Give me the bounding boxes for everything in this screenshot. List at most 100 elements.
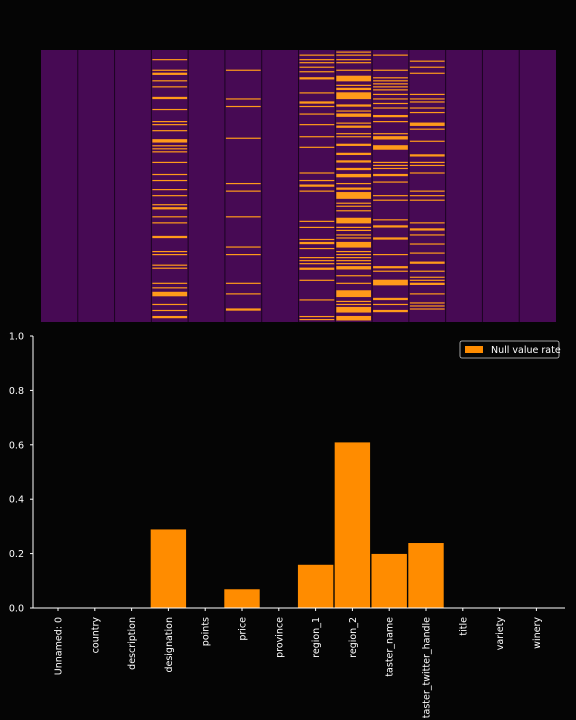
heatmap-missing-cell (336, 51, 372, 53)
bar-region-1 (297, 564, 334, 609)
heatmap-missing-cell (373, 303, 408, 306)
heatmap-missing-cell (336, 257, 372, 259)
heatmap-missing-cell (336, 110, 372, 112)
x-tick-label: country (90, 617, 101, 654)
heatmap-missing-cell (299, 299, 335, 301)
heatmap-missing-cell (373, 86, 408, 88)
heatmap-missing-cell (152, 315, 188, 319)
heatmap-missing-cell (409, 293, 445, 295)
heatmap-missing-cell (336, 263, 372, 265)
heatmap-missing-cell (336, 202, 372, 204)
heatmap-missing-cell (152, 204, 188, 206)
heatmap-missing-cell (152, 216, 188, 218)
heatmap-missing-cell (336, 315, 372, 321)
heatmap-missing-cell (373, 225, 408, 228)
heatmap-column (224, 50, 262, 322)
heatmap-missing-cell (373, 54, 408, 56)
y-tick-label: 0.6 (9, 440, 24, 451)
heatmap-missing-cell (152, 235, 188, 239)
heatmap-missing-cell (409, 107, 445, 109)
heatmap-missing-cell (225, 105, 261, 108)
heatmap-column (372, 50, 409, 322)
heatmap-missing-cell (336, 229, 372, 232)
heatmap-missing-cell (299, 260, 335, 262)
x-tick-label: designation (164, 617, 175, 673)
heatmap-missing-cell (299, 179, 335, 182)
heatmap-missing-cell (409, 93, 445, 96)
heatmap-missing-cell (409, 164, 445, 167)
heatmap-missing-cell (409, 276, 445, 278)
heatmap-missing-cell (336, 300, 372, 303)
bar-region-2 (334, 441, 371, 609)
heatmap-missing-cell (373, 133, 408, 135)
heatmap-missing-cell (373, 195, 408, 197)
heatmap-missing-cell (336, 306, 372, 313)
heatmap-missing-cell (409, 243, 445, 245)
heatmap-missing-cell (373, 237, 408, 240)
x-tick-label: province (274, 617, 285, 658)
heatmap-missing-cell (373, 167, 408, 170)
heatmap-missing-cell (373, 297, 408, 301)
heatmap-missing-cell (152, 195, 188, 197)
heatmap-missing-cell (336, 182, 372, 185)
heatmap-missing-cell (409, 98, 445, 100)
heatmap-missing-cell (336, 84, 372, 86)
y-tick-label: 0.0 (9, 604, 24, 615)
heatmap-missing-cell (409, 66, 445, 68)
heatmap-missing-cell (152, 161, 188, 164)
heatmap-missing-cell (152, 139, 188, 143)
y-tick-label: 0.4 (9, 495, 24, 506)
heatmap-missing-cell (152, 151, 188, 153)
heatmap-missing-cell (152, 179, 188, 182)
heatmap-missing-cell (409, 140, 445, 142)
heatmap-missing-cell (336, 136, 372, 138)
heatmap-missing-cell (409, 228, 445, 231)
heatmap-missing-cell (373, 102, 408, 105)
heatmap-missing-cell (225, 182, 261, 185)
heatmap-missing-cell (336, 241, 372, 248)
heatmap-missing-cell (336, 234, 372, 236)
heatmap-missing-cell (336, 125, 372, 128)
heatmap-missing-cell (409, 302, 445, 304)
heatmap-missing-cell (152, 108, 188, 111)
bar-price (223, 588, 261, 609)
heatmap-missing-cell (225, 190, 261, 192)
heatmap-missing-cell (336, 237, 372, 239)
heatmap-missing-cell (299, 71, 335, 73)
heatmap-missing-cell (299, 241, 335, 245)
heatmap-missing-cell (373, 107, 408, 109)
heatmap-missing-cell (409, 305, 445, 307)
heatmap-missing-cell (152, 130, 188, 132)
heatmap-missing-cell (152, 80, 188, 82)
x-tick-label: region_1 (311, 617, 322, 658)
heatmap-missing-cell (336, 254, 372, 256)
x-tick-label: variety (495, 617, 506, 651)
heatmap-missing-cell (409, 195, 445, 197)
heatmap-missing-cell (299, 184, 335, 187)
heatmap-column (41, 50, 78, 322)
heatmap-missing-cell (373, 266, 408, 269)
heatmap-missing-cell (152, 207, 188, 210)
heatmap-missing-cell (225, 308, 261, 311)
heatmap-missing-cell (373, 173, 408, 177)
heatmap-missing-cell (336, 217, 372, 224)
x-tick-label: Unnamed: 0 (54, 617, 65, 675)
heatmap-missing-cell (225, 98, 261, 100)
heatmap-missing-cell (152, 124, 188, 126)
heatmap-missing-cell (299, 54, 335, 56)
heatmap-missing-cell (152, 282, 188, 284)
legend: Null value rate (459, 340, 561, 359)
heatmap-column (408, 50, 446, 322)
heatmap-missing-cell (299, 105, 335, 108)
heatmap-missing-cell (373, 254, 408, 256)
heatmap-missing-cell (299, 77, 335, 80)
heatmap-missing-cell (373, 98, 408, 100)
x-tick-label: description (127, 617, 138, 670)
heatmap-missing-cell (373, 77, 408, 79)
x-tick-label: price (238, 617, 249, 641)
x-tick-label: taster_name (385, 617, 396, 677)
heatmap-missing-cell (336, 87, 372, 91)
heatmap-column (519, 50, 556, 322)
heatmap-missing-cell (336, 250, 372, 253)
heatmap-missing-cell (299, 113, 335, 115)
